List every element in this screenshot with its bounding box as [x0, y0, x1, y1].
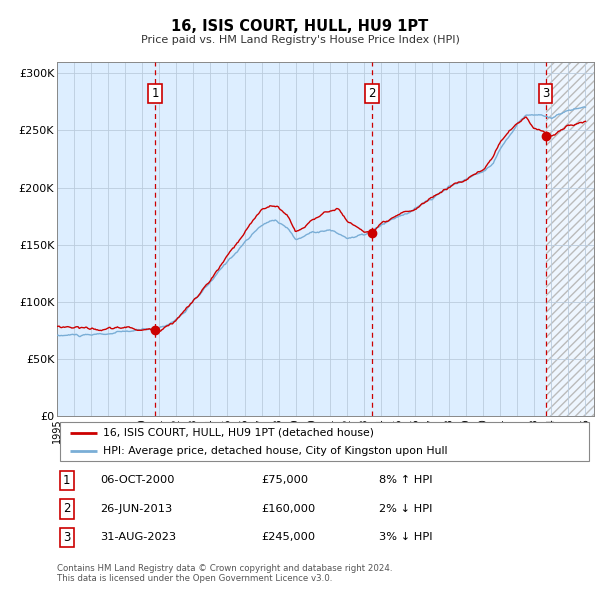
- Bar: [545, 62, 594, 416]
- Text: 16, ISIS COURT, HULL, HU9 1PT: 16, ISIS COURT, HULL, HU9 1PT: [172, 19, 428, 34]
- Text: £245,000: £245,000: [261, 532, 315, 542]
- Text: HPI: Average price, detached house, City of Kingston upon Hull: HPI: Average price, detached house, City…: [103, 446, 447, 456]
- Text: £75,000: £75,000: [261, 476, 308, 486]
- Text: £160,000: £160,000: [261, 504, 316, 514]
- Text: 3: 3: [63, 531, 70, 544]
- Text: 1: 1: [63, 474, 70, 487]
- Text: 31-AUG-2023: 31-AUG-2023: [100, 532, 176, 542]
- Text: 8% ↑ HPI: 8% ↑ HPI: [379, 476, 433, 486]
- Text: Price paid vs. HM Land Registry's House Price Index (HPI): Price paid vs. HM Land Registry's House …: [140, 35, 460, 45]
- Text: 2: 2: [63, 502, 70, 516]
- FancyBboxPatch shape: [59, 422, 589, 461]
- Text: 2: 2: [368, 87, 376, 100]
- Text: 06-OCT-2000: 06-OCT-2000: [100, 476, 175, 486]
- Text: 3: 3: [542, 87, 549, 100]
- Text: 1: 1: [151, 87, 159, 100]
- Text: Contains HM Land Registry data © Crown copyright and database right 2024.
This d: Contains HM Land Registry data © Crown c…: [57, 563, 392, 583]
- Text: 16, ISIS COURT, HULL, HU9 1PT (detached house): 16, ISIS COURT, HULL, HU9 1PT (detached …: [103, 428, 374, 438]
- Text: 3% ↓ HPI: 3% ↓ HPI: [379, 532, 433, 542]
- Text: 26-JUN-2013: 26-JUN-2013: [100, 504, 172, 514]
- Text: 2% ↓ HPI: 2% ↓ HPI: [379, 504, 433, 514]
- Bar: [545, 62, 594, 416]
